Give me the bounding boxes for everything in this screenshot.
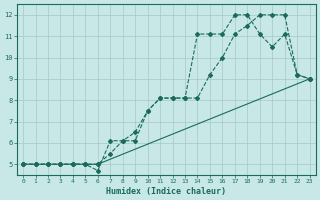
X-axis label: Humidex (Indice chaleur): Humidex (Indice chaleur) <box>106 187 226 196</box>
